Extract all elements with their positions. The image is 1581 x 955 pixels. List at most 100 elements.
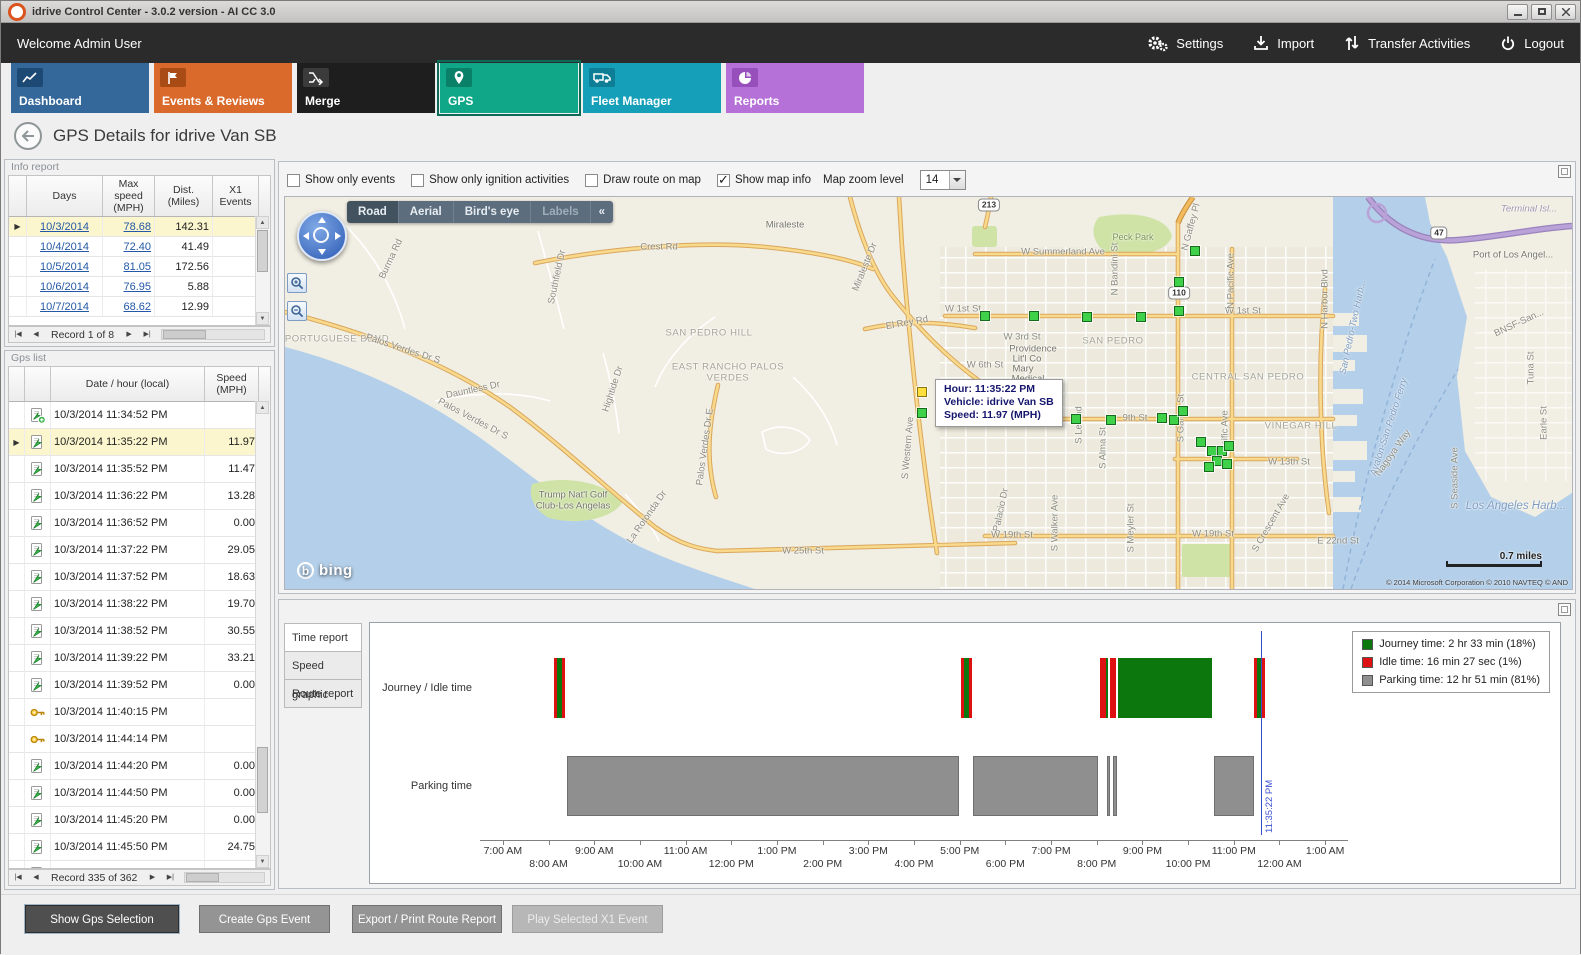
- import-button[interactable]: Import: [1253, 35, 1314, 51]
- gps-list-row[interactable]: 10/3/2014 11:44:14 PM: [9, 726, 270, 753]
- pan-west-icon[interactable]: [303, 232, 309, 240]
- gps-marker[interactable]: [1224, 441, 1234, 451]
- info-next-button[interactable]: ▶: [126, 331, 132, 338]
- gps-first-button[interactable]: |◀: [14, 874, 22, 881]
- checkbox-show-only-events[interactable]: Show only events: [287, 173, 395, 187]
- unchecked-checkbox-icon[interactable]: [411, 173, 425, 187]
- max-speed-cell[interactable]: 72.40: [103, 237, 155, 256]
- info-prev-button[interactable]: ◀: [33, 331, 39, 338]
- scroll-down-icon[interactable]: ▼: [256, 855, 269, 868]
- days-cell[interactable]: 10/4/2014: [27, 237, 103, 256]
- info-last-button[interactable]: ▶|: [143, 331, 151, 338]
- max-speed-cell[interactable]: 68.62: [103, 297, 155, 316]
- days-cell[interactable]: 10/3/2014: [27, 217, 103, 236]
- chevron-down-icon[interactable]: [948, 171, 965, 189]
- map-zoom-level-select[interactable]: 14: [919, 170, 966, 190]
- gps-marker[interactable]: [1071, 414, 1081, 424]
- info-report-row[interactable]: ▶ 10/3/2014 78.68 142.31: [9, 217, 270, 237]
- map-compass-control[interactable]: [297, 211, 347, 261]
- gps-list-row[interactable]: 10/3/2014 11:46:20 PM17.93: [9, 861, 270, 868]
- map-style-collapse-button[interactable]: «: [589, 201, 614, 223]
- info-report-row[interactable]: 10/7/2014 68.62 12.99: [9, 297, 270, 317]
- gps-list-row[interactable]: 10/3/2014 11:35:52 PM 11.47: [9, 456, 270, 483]
- gps-marker[interactable]: [1178, 406, 1188, 416]
- export-print-route-report-button[interactable]: Export / Print Route Report: [352, 905, 502, 933]
- max-speed-cell[interactable]: 81.05: [103, 257, 155, 276]
- transfer-activities-button[interactable]: Transfer Activities: [1344, 35, 1470, 51]
- max-speed-cell[interactable]: 76.95: [103, 277, 155, 296]
- nav-tile-fleet-manager[interactable]: Fleet Manager: [583, 63, 721, 113]
- gps-marker[interactable]: [1217, 446, 1227, 456]
- unchecked-checkbox-icon[interactable]: [585, 173, 599, 187]
- gps-marker[interactable]: [1136, 312, 1146, 322]
- hscroll-thumb[interactable]: [163, 330, 206, 339]
- gps-list-row[interactable]: 10/3/2014 11:38:22 PM 19.70: [9, 591, 270, 618]
- gps-marker[interactable]: [917, 408, 927, 418]
- map-style-aerial[interactable]: Aerial: [397, 201, 453, 223]
- create-gps-event-button[interactable]: Create Gps Event: [199, 905, 330, 933]
- gps-list-row[interactable]: 10/3/2014 11:39:22 PM 33.21: [9, 645, 270, 672]
- chart-panel-collapse-button[interactable]: [1558, 603, 1571, 616]
- days-cell[interactable]: 10/6/2014: [27, 277, 103, 296]
- gps-marker[interactable]: [1190, 246, 1200, 256]
- checked-checkbox-icon[interactable]: [716, 172, 730, 188]
- gps-list-row[interactable]: 10/3/2014 11:39:52 PM 0.00: [9, 672, 270, 699]
- gps-grid-scrollbar[interactable]: ▲ ▼: [255, 401, 270, 868]
- selected-gps-marker[interactable]: [917, 387, 927, 397]
- gps-marker[interactable]: [1196, 437, 1206, 447]
- map-style-bird-s-eye[interactable]: Bird's eye: [452, 201, 531, 223]
- logout-button[interactable]: Logout: [1500, 35, 1564, 51]
- scroll-up-icon[interactable]: ▲: [256, 401, 269, 414]
- nav-tile-gps[interactable]: GPS: [437, 60, 581, 116]
- map-zoom-in-button[interactable]: [287, 273, 307, 293]
- info-report-row[interactable]: 10/5/2014 81.05 172.56: [9, 257, 270, 277]
- gps-next-button[interactable]: ▶: [149, 874, 156, 881]
- gps-marker[interactable]: [1157, 413, 1167, 423]
- close-button[interactable]: [1555, 3, 1576, 20]
- maximize-button[interactable]: [1531, 3, 1552, 20]
- nav-tile-events-reviews[interactable]: Events & Reviews: [154, 63, 292, 113]
- map-panel-collapse-button[interactable]: [1558, 165, 1571, 178]
- gps-marker[interactable]: [980, 311, 990, 321]
- settings-button[interactable]: Settings: [1146, 34, 1223, 52]
- checkbox-draw-route-on-map[interactable]: Draw route on map: [585, 173, 701, 187]
- info-first-button[interactable]: |◀: [14, 331, 22, 338]
- gps-list-row[interactable]: 10/3/2014 11:45:20 PM 0.00: [9, 807, 270, 834]
- scroll-up-icon[interactable]: ▲: [256, 216, 269, 229]
- gps-marker[interactable]: [1204, 462, 1214, 472]
- scroll-down-icon[interactable]: ▼: [256, 312, 269, 325]
- unchecked-checkbox-icon[interactable]: [287, 173, 300, 187]
- gps-last-button[interactable]: ▶|: [166, 874, 174, 881]
- gps-marker[interactable]: [1174, 306, 1184, 316]
- days-cell[interactable]: 10/5/2014: [27, 257, 103, 276]
- hscroll-thumb[interactable]: [186, 873, 220, 882]
- info-report-row[interactable]: 10/6/2014 76.95 5.88: [9, 277, 270, 297]
- gps-list-row[interactable]: 10/3/2014 11:34:52 PM: [9, 402, 270, 429]
- gps-marker[interactable]: [1174, 277, 1184, 287]
- gps-list-row[interactable]: ▶ 10/3/2014 11:35:22 PM 11.97: [9, 429, 270, 456]
- gps-marker[interactable]: [1029, 311, 1039, 321]
- gps-marker[interactable]: [1169, 415, 1179, 425]
- gps-marker[interactable]: [1106, 415, 1116, 425]
- checkbox-show-only-ignition-activities[interactable]: Show only ignition activities: [411, 173, 569, 187]
- tab-time-report[interactable]: Time report: [284, 623, 362, 652]
- nav-tile-dashboard[interactable]: Dashboard: [11, 63, 149, 113]
- gps-list-row[interactable]: 10/3/2014 11:37:22 PM 29.05: [9, 537, 270, 564]
- map-style-labels[interactable]: Labels: [530, 201, 590, 223]
- show-gps-selection-button[interactable]: Show Gps Selection: [25, 905, 179, 933]
- scroll-thumb[interactable]: [257, 747, 268, 813]
- gps-hscrollbar[interactable]: [184, 872, 265, 883]
- checkbox-show-map-info[interactable]: Show map info: [716, 172, 811, 188]
- tab-route-report[interactable]: Route report: [284, 679, 362, 708]
- gps-list-row[interactable]: 10/3/2014 11:36:52 PM 0.00: [9, 510, 270, 537]
- minimize-button[interactable]: [1507, 3, 1528, 20]
- info-report-row[interactable]: 10/4/2014 72.40 41.49: [9, 237, 270, 257]
- gps-list-row[interactable]: 10/3/2014 11:38:52 PM 30.55: [9, 618, 270, 645]
- gps-marker[interactable]: [1212, 456, 1222, 466]
- gps-list-row[interactable]: 10/3/2014 11:44:20 PM 0.00: [9, 753, 270, 780]
- info-grid-scrollbar[interactable]: ▲ ▼: [255, 216, 270, 325]
- map-style-road[interactable]: Road: [347, 201, 398, 223]
- gps-prev-button[interactable]: ◀: [33, 874, 39, 881]
- map-canvas[interactable]: Miraleste Peck Park W Summerland Ave Crest …: [284, 196, 1573, 590]
- days-cell[interactable]: 10/7/2014: [27, 297, 103, 316]
